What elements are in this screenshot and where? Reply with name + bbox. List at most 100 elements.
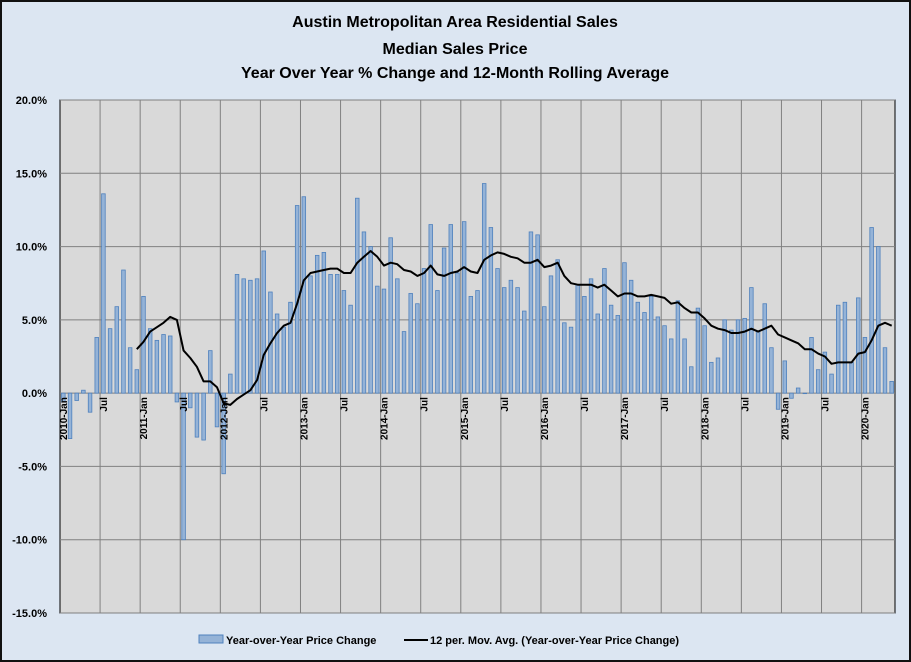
x-tick-label: Jul — [179, 397, 190, 412]
bar-yoy-change — [682, 338, 687, 394]
bar-yoy-change — [588, 278, 594, 394]
bar-yoy-change — [87, 392, 93, 413]
y-tick-label: -10.0% — [12, 535, 47, 547]
bar-yoy-change — [655, 316, 661, 394]
bar-yoy-change — [789, 392, 794, 399]
y-tick-label: -15.0% — [12, 608, 47, 620]
bar-yoy-change — [542, 306, 547, 394]
x-tick-label: 2018-Jan — [700, 397, 711, 440]
bar-yoy-change — [849, 361, 854, 394]
bar-yoy-change — [815, 369, 821, 394]
bar-yoy-change — [321, 252, 327, 394]
bar-yoy-change — [602, 268, 607, 394]
bar-yoy-change — [188, 392, 193, 409]
x-tick-label: 2014-Jan — [380, 397, 391, 440]
bar-yoy-change — [428, 224, 433, 394]
bar-yoy-change — [328, 274, 333, 394]
bar-yoy-change — [101, 193, 106, 394]
bar-yoy-change — [388, 237, 393, 394]
bar-yoy-change — [114, 306, 119, 394]
bar-yoy-change — [335, 274, 340, 394]
bar-yoy-change — [201, 392, 206, 441]
x-tick-label: Jul — [99, 397, 110, 412]
x-tick-label: Jul — [580, 397, 591, 412]
legend-bar-swatch — [198, 634, 224, 644]
bar-yoy-change — [856, 297, 861, 394]
bar-yoy-change — [669, 338, 674, 394]
bar-yoy-change — [508, 279, 514, 394]
bar-yoy-change — [435, 290, 440, 394]
bar-yoy-change — [241, 278, 246, 394]
x-tick-label: Jul — [259, 397, 270, 412]
bar-yoy-change — [214, 392, 220, 428]
x-tick-label: Jul — [340, 397, 351, 412]
chart-title-line-1: Austin Metropolitan Area Residential Sal… — [292, 14, 618, 31]
y-tick-label: 0.0% — [22, 388, 47, 400]
bar-yoy-change — [234, 274, 240, 394]
x-tick-label: Jul — [740, 397, 751, 412]
bar-yoy-change — [515, 287, 520, 394]
bar-yoy-change — [94, 337, 99, 394]
bar-yoy-change — [762, 303, 767, 394]
bar-yoy-change — [161, 334, 166, 394]
y-tick-label: -5.0% — [18, 461, 47, 473]
bar-yoy-change — [74, 392, 79, 401]
bar-yoy-change — [729, 329, 734, 394]
bar-yoy-change — [381, 288, 387, 394]
bar-yoy-change — [194, 392, 200, 438]
bar-yoy-change — [662, 325, 667, 394]
bar-yoy-change — [254, 278, 260, 394]
bar-yoy-change — [314, 254, 320, 394]
bar-yoy-change — [81, 389, 86, 394]
bar-yoy-change — [628, 279, 634, 394]
bar-yoy-change — [395, 278, 400, 394]
bar-yoy-change — [575, 284, 580, 394]
bar-yoy-change — [261, 250, 266, 394]
bar-yoy-change — [274, 313, 280, 394]
bar-yoy-change — [722, 319, 727, 394]
bar-yoy-change — [548, 275, 554, 394]
bar-yoy-change — [421, 268, 427, 394]
bar-yoy-change — [635, 301, 641, 394]
bar-yoy-change — [876, 246, 881, 394]
bar-yoy-change — [836, 304, 841, 394]
x-tick-label: 2013-Jan — [299, 397, 310, 440]
bar-yoy-change — [642, 312, 647, 394]
bar-yoy-change — [568, 326, 574, 394]
legend: Year-over-Year Price Change 12 per. Mov.… — [198, 634, 679, 647]
bar-yoy-change — [141, 296, 146, 394]
bar-yoy-change — [107, 328, 113, 394]
bar-yoy-change — [615, 315, 620, 394]
y-tick-label: 20.0% — [16, 95, 47, 107]
bar-yoy-change — [375, 285, 380, 394]
y-tick-label: 15.0% — [16, 168, 47, 180]
bar-yoy-change — [522, 310, 527, 394]
bar-yoy-change — [495, 268, 500, 394]
bar-yoy-change — [401, 331, 407, 394]
bar-yoy-change — [782, 360, 787, 394]
bar-yoy-change — [415, 303, 420, 394]
bar-yoy-change — [228, 373, 233, 394]
bar-yoy-change — [502, 287, 507, 394]
bar-yoy-change — [795, 387, 801, 394]
bar-yoy-change — [829, 373, 834, 394]
x-tick-label: 2016-Jan — [540, 397, 551, 440]
bar-yoy-change — [648, 296, 654, 394]
bar-yoy-change — [562, 322, 567, 394]
bar-yoy-change — [368, 246, 373, 394]
bar-yoy-change — [174, 392, 180, 403]
y-tick-label: 10.0% — [16, 242, 47, 254]
bar-yoy-change — [308, 275, 313, 394]
bar-yoy-change — [755, 331, 761, 394]
legend-bar-label: Year-over-Year Price Change — [226, 635, 376, 647]
bar-yoy-change — [749, 287, 754, 394]
bar-yoy-change — [154, 339, 160, 394]
x-tick-label: 2015-Jan — [460, 397, 471, 440]
bar-yoy-change — [715, 357, 721, 394]
bar-yoy-change — [168, 335, 173, 394]
bar-yoy-change — [301, 196, 307, 394]
bar-yoy-change — [869, 227, 874, 394]
bar-yoy-change — [842, 301, 848, 394]
bar-yoy-change — [702, 325, 707, 394]
